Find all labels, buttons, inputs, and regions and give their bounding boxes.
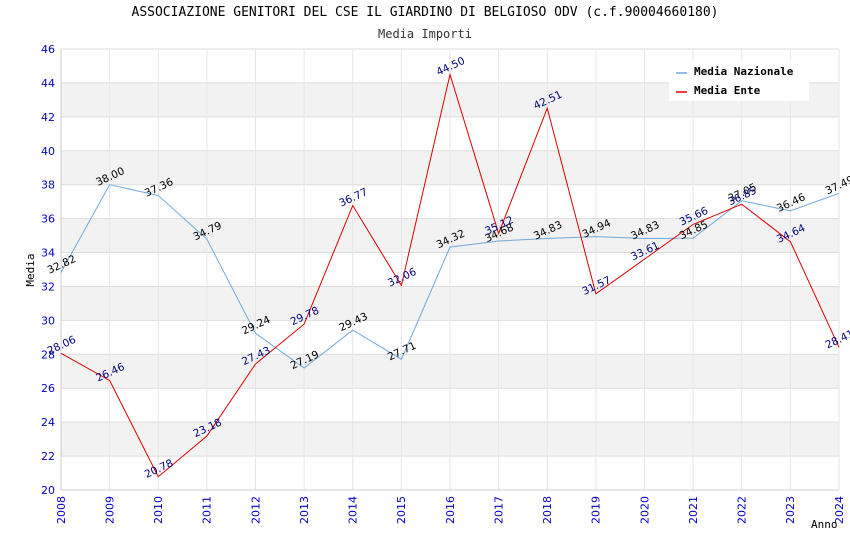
- legend-label-nazionale: Media Nazionale: [694, 65, 794, 78]
- y-tick-label: 42: [41, 111, 55, 124]
- x-tick-label: 2018: [541, 496, 554, 524]
- x-tick-label: 2022: [736, 496, 749, 524]
- y-tick-label: 32: [41, 280, 55, 293]
- y-tick-label: 36: [41, 213, 55, 226]
- y-tick-label: 30: [41, 314, 55, 327]
- legend-label-ente: Media Ente: [694, 84, 761, 97]
- x-tick-label: 2021: [687, 496, 700, 524]
- x-tick-label: 2016: [444, 496, 457, 524]
- x-tick-label: 2008: [55, 496, 68, 524]
- y-axis-label: Media: [24, 253, 37, 286]
- x-axis-label: Anno: [811, 518, 838, 531]
- y-tick-label: 44: [41, 77, 55, 90]
- x-tick-label: 2017: [492, 496, 505, 524]
- y-tick-label: 34: [41, 247, 55, 260]
- x-tick-label: 2014: [347, 496, 360, 524]
- y-tick-label: 26: [41, 382, 55, 395]
- y-tick-label: 46: [41, 43, 55, 56]
- x-tick-label: 2012: [249, 496, 262, 524]
- x-tick-label: 2015: [395, 496, 408, 524]
- y-tick-label: 20: [41, 484, 55, 497]
- x-tick-labels: 2008 2009 2010 2011 2012 2013 2014 2015 2016 2017…: [55, 496, 846, 524]
- y-tick-label: 24: [41, 416, 55, 429]
- x-tick-label: 2011: [201, 496, 214, 524]
- x-tick-label: 2019: [590, 496, 603, 524]
- y-tick-label: 38: [41, 179, 55, 192]
- y-tick-label: 22: [41, 450, 55, 463]
- legend: Media Nazionale Media Ente: [669, 61, 809, 101]
- x-tick-label: 2020: [638, 496, 651, 524]
- x-tick-label: 2013: [298, 496, 311, 524]
- y-tick-label: 40: [41, 145, 55, 158]
- x-tick-label: 2023: [784, 496, 797, 524]
- x-tick-label: 2010: [152, 496, 165, 524]
- x-tick-label: 2009: [103, 496, 116, 524]
